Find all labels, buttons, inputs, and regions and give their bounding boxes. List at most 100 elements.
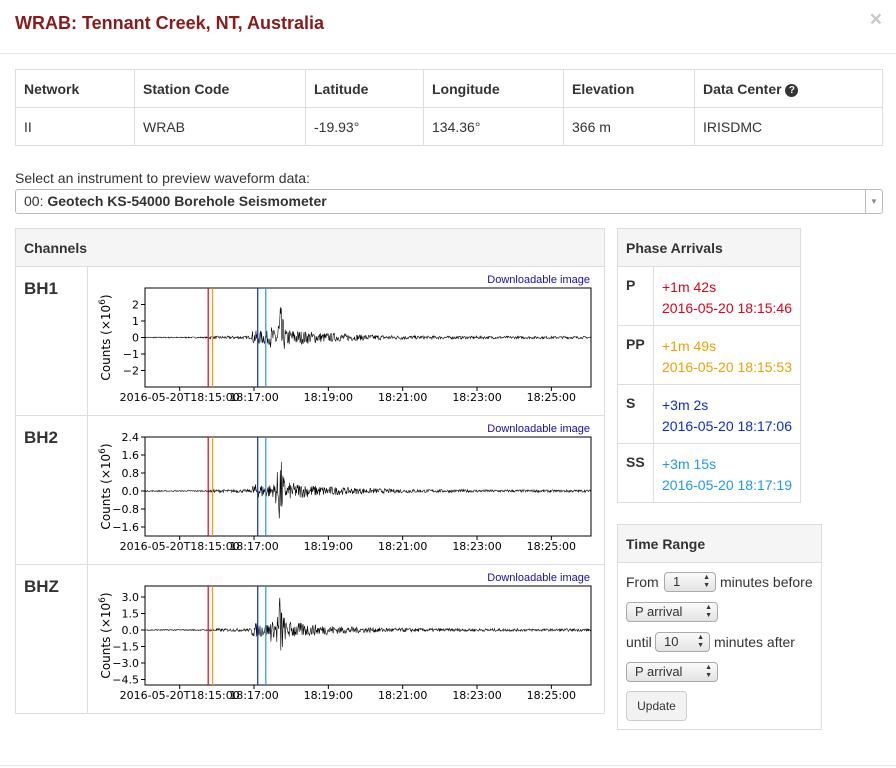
phase-name: P bbox=[617, 266, 654, 326]
x-tick-label: 18:19:00 bbox=[304, 689, 353, 702]
phase-time: +1m 42s 2016-05-20 18:15:46 bbox=[653, 266, 801, 326]
minutes-before-label: minutes before bbox=[720, 574, 813, 590]
data-center-value: IRISDMC bbox=[694, 107, 883, 146]
y-tick-label: −3.0 bbox=[112, 657, 139, 670]
station-code-header: Station Code bbox=[134, 69, 306, 108]
from-row: From bbox=[626, 572, 659, 592]
waveform-trace bbox=[144, 307, 592, 349]
x-tick-label: 18:23:00 bbox=[452, 540, 501, 553]
y-tick-label: −2 bbox=[123, 365, 139, 378]
y-tick-label: 0.0 bbox=[122, 624, 140, 637]
minutes-before-select[interactable]: 1 ▲ ▼ bbox=[664, 572, 716, 592]
x-tick-label: 18:17:00 bbox=[229, 689, 278, 702]
from-label: From bbox=[626, 574, 659, 590]
y-tick-label: 1.5 bbox=[122, 608, 140, 621]
x-tick-label: 18:23:00 bbox=[452, 689, 501, 702]
waveform-trace bbox=[144, 597, 592, 651]
x-tick-label: 18:21:00 bbox=[378, 689, 427, 702]
minutes-after-value: 10 bbox=[664, 634, 679, 649]
latitude-header: Latitude bbox=[305, 69, 424, 108]
phase-time: +1m 49s 2016-05-20 18:15:53 bbox=[653, 325, 801, 385]
channel-plot-cell: Downloadable image 2.4 1.6 0.8 0.0 −0.8 −1.6 2… bbox=[87, 415, 605, 565]
y-tick-label: 0 bbox=[132, 332, 139, 345]
latitude-value: -19.93° bbox=[305, 107, 424, 146]
plot-frame bbox=[144, 436, 592, 537]
elevation-header: Elevation bbox=[563, 69, 695, 108]
phase-name: SS bbox=[617, 443, 654, 503]
y-tick-label: 1.6 bbox=[122, 449, 140, 462]
x-tick-label: 18:23:00 bbox=[452, 391, 501, 404]
x-tick-label: 18:25:00 bbox=[527, 540, 576, 553]
until-label: until bbox=[626, 634, 652, 650]
data-center-header: Data Center ? bbox=[694, 69, 883, 108]
phase-offset: +1m 42s bbox=[662, 279, 717, 295]
station-code-value: WRAB bbox=[134, 107, 306, 146]
channel-plot-cell: Downloadable image 2 1 0 −1 −2 2016-05-20T18:… bbox=[87, 266, 605, 416]
close-icon[interactable]: × bbox=[869, 8, 882, 31]
channel-name: BH2 bbox=[15, 415, 88, 565]
phase-datetime: 2016-05-20 18:15:53 bbox=[662, 359, 792, 375]
y-tick-label: 2.4 bbox=[122, 431, 140, 444]
phase-name: S bbox=[617, 384, 654, 444]
after-phase-value: P arrival bbox=[635, 664, 683, 679]
phase-datetime: 2016-05-20 18:15:46 bbox=[662, 300, 792, 316]
waveform-plot-bh2: 2.41.60.80.0−0.8−1.62016-05-20T18:15:001… bbox=[98, 431, 592, 553]
phase-offset: +3m 15s bbox=[662, 456, 717, 472]
phase-arrivals-header: Phase Arrivals bbox=[617, 228, 801, 267]
longitude-header: Longitude bbox=[423, 69, 564, 108]
before-phase-select[interactable]: P arrival ▲ ▼ bbox=[626, 602, 718, 622]
elevation-value: 366 m bbox=[563, 107, 695, 146]
y-tick-label: 0.0 bbox=[122, 485, 140, 498]
updown-arrows-icon: ▲ ▼ bbox=[697, 634, 704, 649]
y-tick-label: 2 bbox=[132, 299, 139, 312]
y-tick-label: 1 bbox=[132, 315, 139, 328]
phase-datetime: 2016-05-20 18:17:06 bbox=[662, 418, 792, 434]
minutes-after-label: minutes after bbox=[714, 634, 795, 650]
channel-name: BH1 bbox=[15, 266, 88, 416]
x-tick-label: 2016-05-20T18:15:00 bbox=[120, 689, 240, 702]
before-phase-value: P arrival bbox=[635, 604, 683, 619]
after-phase-select[interactable]: P arrival ▲ ▼ bbox=[626, 662, 718, 682]
x-tick-label: 18:21:00 bbox=[378, 391, 427, 404]
y-tick-label: 0.8 bbox=[122, 467, 140, 480]
waveform-trace bbox=[144, 461, 592, 519]
phase-datetime: 2016-05-20 18:17:19 bbox=[662, 477, 792, 493]
y-tick-label: −1.6 bbox=[112, 521, 139, 534]
update-button[interactable]: Update bbox=[626, 691, 687, 721]
x-tick-label: 18:21:00 bbox=[378, 540, 427, 553]
download-image-link[interactable]: Downloadable image bbox=[487, 274, 590, 286]
y-tick-label: −1.5 bbox=[112, 641, 139, 654]
download-image-link[interactable]: Downloadable image bbox=[487, 572, 590, 584]
network-header: Network bbox=[15, 69, 135, 108]
chevron-down-icon[interactable]: ▼ bbox=[865, 190, 882, 213]
station-info-table: Network Station Code Latitude Longitude … bbox=[15, 69, 883, 146]
channels-header: Channels bbox=[15, 228, 605, 267]
instrument-select-label: Select an instrument to preview waveform… bbox=[15, 170, 310, 186]
modal-title: WRAB: Tennant Creek, NT, Australia bbox=[15, 13, 325, 33]
minutes-after-select[interactable]: 10 ▲ ▼ bbox=[655, 632, 710, 652]
download-image-link[interactable]: Downloadable image bbox=[487, 423, 590, 435]
y-tick-label: −1 bbox=[123, 348, 139, 361]
x-tick-label: 18:19:00 bbox=[304, 391, 353, 404]
plot-frame bbox=[144, 585, 592, 686]
channels-table: Channels BH1 Downloadable image 2 1 0 −1 −2 2… bbox=[15, 228, 605, 714]
phase-time: +3m 2s 2016-05-20 18:17:06 bbox=[653, 384, 801, 444]
modal-footer-divider bbox=[0, 765, 896, 766]
phase-time: +3m 15s 2016-05-20 18:17:19 bbox=[653, 443, 801, 503]
waveform-plot-bhz: 3.0 1.5 0.0 −1.5 −3.0 −4.5 2016-05-20T18:15:00… bbox=[98, 585, 592, 702]
x-tick-label: 18:17:00 bbox=[229, 391, 278, 404]
y-tick-label: −0.8 bbox=[112, 503, 139, 516]
time-range-panel: Time Range From 1 ▲ ▼ minutes before P ar… bbox=[617, 524, 822, 730]
phase-arrivals-table: Phase Arrivals P +1m 42s 2016-05-20 18:15… bbox=[617, 228, 801, 503]
phase-offset: +3m 2s bbox=[662, 397, 709, 413]
x-tick-label: 2016-05-20T18:15:00 bbox=[120, 391, 240, 404]
x-tick-label: 18:25:00 bbox=[527, 391, 576, 404]
minutes-before-value: 1 bbox=[673, 574, 681, 589]
channel-name: BHZ bbox=[15, 564, 88, 714]
y-axis-label: Counts (×106) bbox=[98, 294, 113, 380]
updown-arrows-icon: ▲ ▼ bbox=[705, 604, 712, 619]
longitude-value: 134.36° bbox=[423, 107, 564, 146]
question-circle-icon[interactable]: ? bbox=[785, 83, 799, 97]
instrument-select[interactable]: 00: Geotech KS-54000 Borehole Seismomete… bbox=[15, 189, 883, 214]
